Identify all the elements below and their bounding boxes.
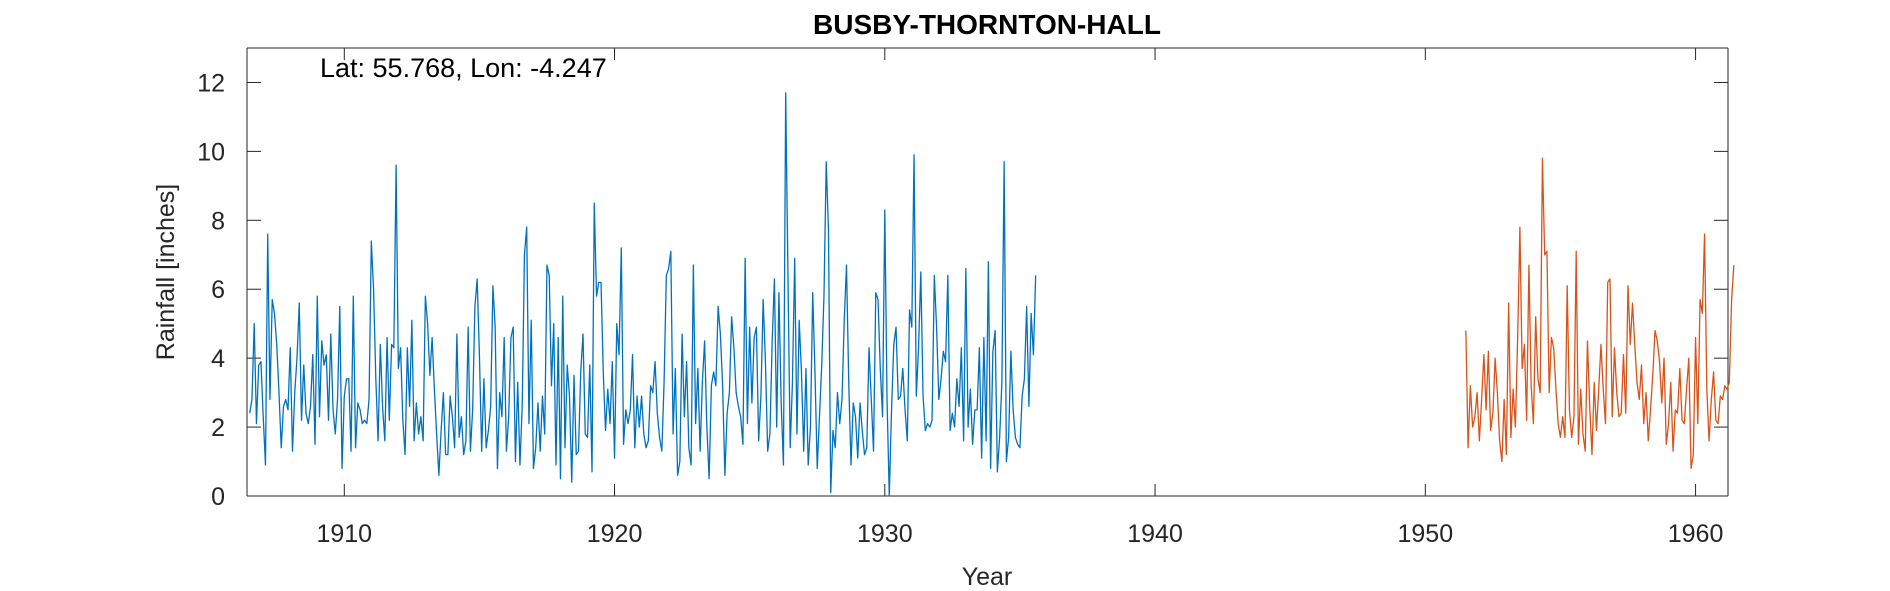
y-tick-label: 12 <box>197 69 225 97</box>
location-annotation: Lat: 55.768, Lon: -4.247 <box>320 53 607 83</box>
x-axis-label: Year <box>962 563 1013 591</box>
y-tick-label: 2 <box>211 414 225 442</box>
series-line-2 <box>1465 157 1735 470</box>
x-tick-label: 1960 <box>1668 520 1724 548</box>
y-tick-label: 4 <box>211 345 225 373</box>
y-tick-label: 6 <box>211 276 225 304</box>
y-axis-label: Rainfall [inches] <box>152 184 180 360</box>
x-tick-label: 1940 <box>1127 520 1183 548</box>
x-tick-label: 1920 <box>587 520 643 548</box>
series-line-1 <box>249 92 1037 497</box>
plot-area <box>246 47 1729 497</box>
chart-title: BUSBY-THORNTON-HALL <box>813 9 1161 40</box>
x-axis-ticks: 1910 1920 1930 1940 1950 1960 <box>316 48 1723 548</box>
y-axis-ticks: 0 2 4 6 8 10 12 <box>197 69 1728 511</box>
y-tick-label: 8 <box>211 207 225 235</box>
series-layer <box>249 92 1735 497</box>
y-tick-label: 10 <box>197 138 225 166</box>
y-tick-label: 0 <box>211 483 225 511</box>
x-tick-label: 1930 <box>857 520 913 548</box>
x-tick-label: 1910 <box>316 520 372 548</box>
x-tick-label: 1950 <box>1398 520 1454 548</box>
